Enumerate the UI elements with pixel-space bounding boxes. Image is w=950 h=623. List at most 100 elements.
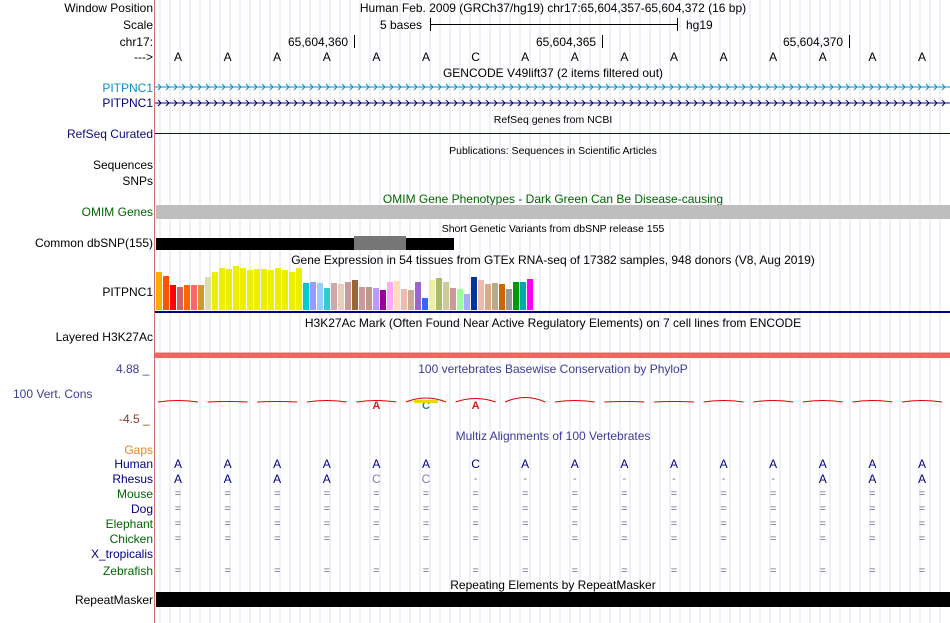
repeatmasker-element-bar[interactable]	[156, 592, 950, 607]
multiz-gaps-label[interactable]: Gaps	[124, 443, 153, 457]
gtex-tissue-bar[interactable]	[443, 282, 449, 310]
gtex-tissue-bar[interactable]	[268, 270, 274, 310]
multiz-species-label[interactable]: Dog	[130, 502, 153, 516]
strand-chevron	[293, 83, 298, 91]
gtex-tissue-bar[interactable]	[506, 289, 512, 310]
gtex-tissue-bar[interactable]	[275, 268, 281, 310]
gtex-tissue-bar[interactable]	[198, 285, 204, 310]
gtex-tissue-bar[interactable]	[205, 277, 211, 310]
gtex-tissue-bar[interactable]	[436, 278, 442, 310]
gtex-tissue-bar[interactable]	[247, 270, 253, 310]
gtex-tissue-bar[interactable]	[212, 272, 218, 310]
gtex-tissue-bar[interactable]	[289, 272, 295, 310]
multiz-base: -	[473, 473, 478, 485]
gtex-tissue-bar[interactable]	[177, 287, 183, 310]
cons-score-curve	[306, 400, 347, 403]
multiz-species-label[interactable]: Chicken	[109, 532, 153, 546]
gtex-tissue-bar[interactable]	[408, 290, 414, 310]
gtex-tissue-bar[interactable]	[156, 272, 162, 310]
gtex-tissue-bar[interactable]	[254, 269, 260, 310]
dbsnp-variant-bar[interactable]	[354, 236, 406, 250]
gtex-track-label[interactable]: PITPNC1	[102, 285, 153, 299]
gtex-tissue-bar[interactable]	[310, 282, 316, 310]
gtex-tissue-bar[interactable]	[429, 280, 435, 310]
gtex-tissue-bar[interactable]	[331, 283, 337, 310]
refseq-track-label[interactable]: RefSeq Curated	[66, 127, 153, 141]
gtex-tissue-bar[interactable]	[387, 282, 393, 310]
strand-chevron	[365, 99, 370, 107]
gtex-tissue-bar[interactable]	[219, 268, 225, 310]
multiz-species-label[interactable]: Human	[114, 457, 153, 471]
gtex-tissue-bar[interactable]	[513, 282, 519, 310]
gtex-tissue-bar[interactable]	[345, 282, 351, 310]
refseq-gene-line[interactable]	[155, 133, 950, 134]
cons-track-label[interactable]: 100 Vert. Cons	[13, 387, 93, 401]
gtex-tissue-bar[interactable]	[338, 284, 344, 310]
omim-phenotype-bar[interactable]	[156, 205, 950, 219]
gtex-tissue-bar[interactable]	[373, 288, 379, 310]
strand-chevron	[917, 99, 922, 107]
multiz-base: A	[223, 457, 232, 471]
repeatmasker-track-label[interactable]: RepeatMasker	[74, 593, 153, 607]
gtex-tissue-bar[interactable]	[184, 285, 190, 310]
gtex-tissue-bar[interactable]	[492, 283, 498, 310]
gtex-tissue-bar[interactable]	[422, 298, 428, 310]
gtex-tissue-bar[interactable]	[191, 285, 197, 310]
dbsnp-track-label[interactable]: Common dbSNP(155)	[34, 236, 153, 250]
gtex-tissue-bar[interactable]	[317, 283, 323, 310]
gtex-tissue-bar[interactable]	[520, 282, 526, 310]
gtex-tissue-bar[interactable]	[457, 289, 463, 310]
multiz-base: =	[521, 488, 529, 500]
snps-track-label[interactable]: SNPs	[122, 174, 153, 188]
multiz-base: =	[373, 533, 380, 545]
dbsnp-variant-bar[interactable]	[156, 238, 454, 250]
gtex-tissue-bar[interactable]	[464, 294, 470, 310]
multiz-base: =	[918, 533, 926, 545]
omim-track-label[interactable]: OMIM Genes	[81, 205, 153, 219]
gtex-expression-chart[interactable]	[155, 266, 950, 314]
gtex-tissue-bar[interactable]	[233, 266, 239, 310]
gtex-tissue-bar[interactable]	[240, 268, 246, 310]
multiz-species-label[interactable]: Rhesus	[112, 472, 153, 486]
gencode-item-label[interactable]: PITPNC1	[102, 81, 153, 95]
gtex-tissue-bar[interactable]	[394, 281, 400, 310]
multiz-base: =	[869, 488, 876, 500]
gtex-tissue-bar[interactable]	[352, 280, 358, 310]
strand-chevron	[373, 83, 378, 91]
multiz-base: =	[769, 533, 777, 545]
gtex-tissue-bar[interactable]	[380, 290, 386, 310]
multiz-species-label[interactable]: X_tropicalis	[90, 547, 153, 561]
multiz-base: =	[571, 533, 579, 545]
multiz-base: =	[224, 518, 231, 530]
gencode-item-label[interactable]: PITPNC1	[102, 96, 153, 110]
gtex-tissue-bar[interactable]	[527, 279, 533, 310]
multiz-species-label[interactable]: Elephant	[105, 517, 153, 531]
h3k27ac-signal-band[interactable]	[155, 353, 950, 358]
gtex-tissue-bar[interactable]	[366, 287, 372, 310]
gtex-tissue-bar[interactable]	[282, 270, 288, 310]
gtex-tissue-bar[interactable]	[450, 288, 456, 310]
gtex-tissue-bar[interactable]	[170, 285, 176, 310]
gtex-tissue-bar[interactable]	[471, 277, 477, 310]
multiz-species-label[interactable]: Mouse	[116, 487, 153, 501]
strand-chevron	[637, 83, 642, 91]
gtex-tissue-bar[interactable]	[485, 284, 491, 310]
multiz-base: =	[869, 533, 876, 545]
gtex-tissue-bar[interactable]	[324, 288, 330, 310]
gtex-tissue-bar[interactable]	[296, 268, 302, 310]
gtex-tissue-bar[interactable]	[359, 287, 365, 310]
gencode-gene-features[interactable]	[155, 80, 950, 120]
gtex-tissue-bar[interactable]	[226, 269, 232, 310]
gtex-tissue-bar[interactable]	[303, 283, 309, 310]
gtex-tissue-bar[interactable]	[415, 282, 421, 310]
gtex-tissue-bar[interactable]	[401, 289, 407, 310]
gtex-tissue-bar[interactable]	[163, 276, 169, 310]
strand-chevron	[637, 99, 642, 107]
publications-track-label[interactable]: Sequences	[92, 158, 153, 172]
multiz-species-label[interactable]: Zebrafish	[102, 564, 153, 578]
gtex-tissue-bar[interactable]	[499, 284, 505, 310]
gtex-tissue-bar[interactable]	[478, 280, 484, 310]
h3k27ac-track-label[interactable]: Layered H3K27Ac	[55, 330, 153, 344]
gtex-tissue-bar[interactable]	[261, 269, 267, 310]
